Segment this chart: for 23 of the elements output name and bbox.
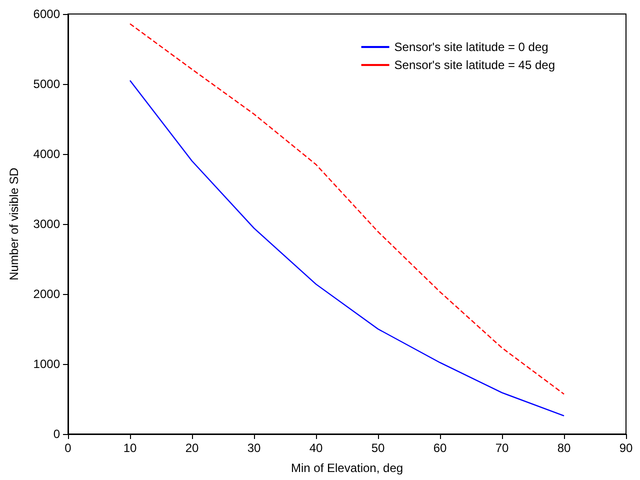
y-tick-label: 0 [53,427,60,441]
x-tick-label: 60 [433,441,447,455]
x-tick-label: 80 [557,441,571,455]
x-axis-title: Min of Elevation, deg [290,461,404,475]
y-tick-label: 4000 [33,147,60,161]
x-tick-label: 30 [247,441,261,455]
y-tick-label: 2000 [33,287,60,301]
y-axis-title: Number of visible SD [7,167,21,280]
legend-label: Sensor's site latitude = 45 deg [394,58,556,72]
x-tick-label: 0 [64,441,72,455]
legend-label: Sensor's site latitude = 0 deg [394,40,548,54]
x-tick-label: 90 [619,441,633,455]
y-tick-label: 1000 [33,357,60,371]
x-tick-label: 70 [495,441,509,455]
y-tick-label: 6000 [33,7,60,21]
line-series [129,23,565,395]
x-tick-label: 40 [309,441,323,455]
y-tick-label: 3000 [33,217,60,231]
y-tick-label: 5000 [33,77,60,91]
line-series [129,80,565,416]
x-tick-label: 10 [123,441,137,455]
x-tick-label: 50 [371,441,385,455]
x-tick-label: 20 [185,441,199,455]
